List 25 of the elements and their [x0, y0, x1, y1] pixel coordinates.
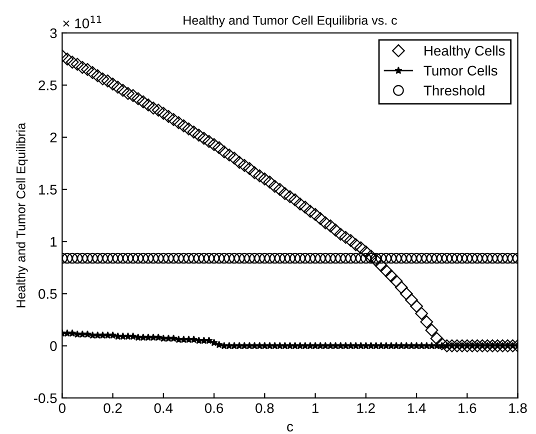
y-tick-label: 3: [50, 28, 57, 38]
text: × 10$^{11}$: [63, 16, 102, 28]
y-tick-label: -0.5: [34, 393, 57, 404]
x-tick-label: 1.2: [357, 403, 375, 413]
x-tick-label: 1.8: [509, 403, 527, 414]
x-tick-label: 0: [58, 403, 66, 414]
x-tick-label: 0.6: [204, 403, 224, 414]
legend-label: Threshold: [424, 85, 484, 96]
legend-label: Tumor Cells: [424, 65, 498, 76]
y-tick-label: 2.5: [38, 80, 57, 90]
y-tick-label: 1.5: [39, 184, 57, 195]
y-tick-label: 0.5: [38, 289, 57, 299]
x-tick-label: 0.2: [104, 403, 122, 414]
y-tick-label: 0: [50, 341, 57, 352]
x-axis-title: c: [287, 424, 294, 432]
x-tick-label: 1: [312, 403, 318, 413]
chart-title: Healthy and Tumor Cell Equilibria vs. c: [184, 16, 397, 28]
y-tick-label: 1: [50, 237, 57, 247]
x-tick-label: 1.4: [408, 403, 426, 413]
y-tick-label: 2: [50, 132, 57, 142]
x-tick-label: 0.8: [256, 403, 274, 414]
x-tick-label: 1.6: [458, 403, 476, 414]
legend-label: Healthy Cells: [424, 45, 505, 58]
y-axis-title: Healthy and Tumor Cell Equilibria: [16, 122, 28, 308]
x-tick-label: 0.4: [154, 403, 173, 414]
